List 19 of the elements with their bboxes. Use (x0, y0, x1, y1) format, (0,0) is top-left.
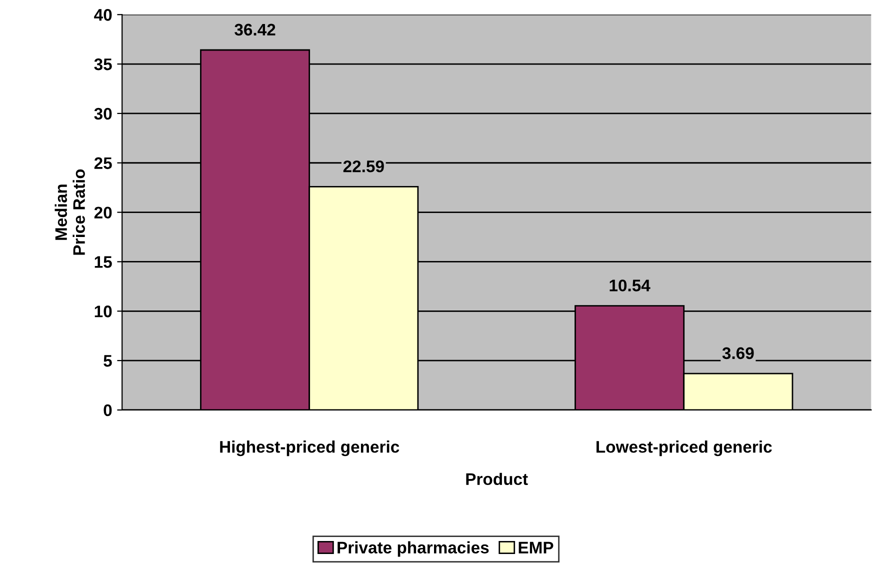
y-tick-label: 20 (94, 206, 112, 218)
x-axis-title: Product (466, 472, 528, 486)
y-tick-label: 10 (94, 306, 112, 318)
y-tick-label: 35 (94, 58, 112, 70)
data-label: 10.54 (610, 280, 650, 292)
y-tick-label: 15 (94, 256, 112, 268)
y-tick-label: 30 (94, 108, 112, 120)
legend-label: Private pharmacies (338, 541, 489, 557)
x-tick-label: Highest-priced generic (220, 440, 400, 456)
legend-label: EMP (518, 542, 554, 554)
data-label: 3.69 (722, 347, 754, 360)
data-label: 22.59 (343, 160, 384, 172)
y-tick-label: 25 (94, 157, 112, 170)
y-tick-label: 0 (104, 404, 112, 416)
y-axis-title: Median Price Ratio (54, 169, 85, 255)
y-tick-label: 40 (94, 9, 112, 21)
data-label: 36.42 (234, 24, 276, 36)
x-tick-label: Lowest-priced generic (596, 440, 772, 456)
y-tick-label: 5 (104, 355, 112, 367)
